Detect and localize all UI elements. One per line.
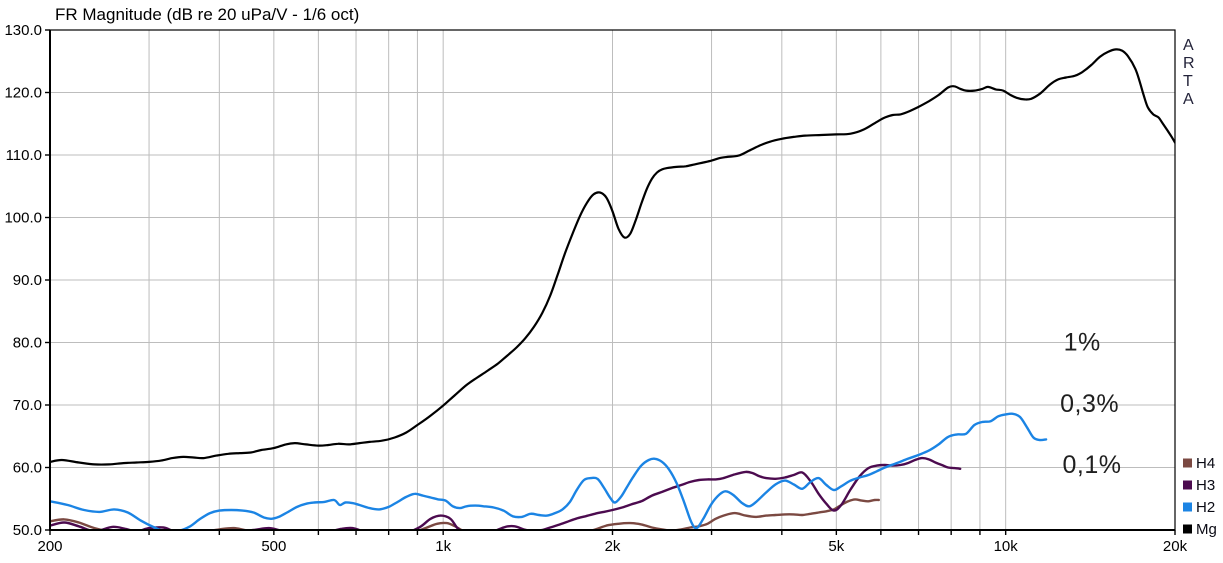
x-axis-label-20k: 20k [1163, 538, 1188, 555]
curves-layer [50, 48, 1175, 531]
axis-ticks [45, 29, 1176, 535]
legend-swatch-Mg [1183, 524, 1192, 534]
legend-swatch-H4 [1183, 458, 1192, 468]
y-axis-label-70: 70.0 [13, 397, 42, 414]
y-axis-label-90: 90.0 [13, 272, 42, 289]
x-axis-label-2k: 2k [605, 538, 621, 555]
y-axis-label-60: 60.0 [13, 460, 42, 477]
legend-label-H3: H3 [1196, 477, 1215, 494]
y-axis-label-130: 130.0 [4, 22, 42, 39]
distortion-annotations: 1% 0,3% 0,1% [1060, 328, 1121, 479]
x-axis-label-500: 500 [261, 538, 286, 555]
watermark-letter-3: A [1183, 91, 1194, 108]
watermark-letter-1: R [1183, 55, 1195, 72]
series-curve-H3 [50, 456, 962, 531]
x-axis-label-10k: 10k [994, 538, 1019, 555]
x-axis-label-5k: 5k [828, 538, 844, 555]
series-curve-H2 [50, 412, 1048, 531]
x-axis-label-1k: 1k [435, 538, 451, 555]
axis-labels: 130.0 120.0 110.0 100.0 90.0 80.0 70.0 60.0 50.0… [4, 22, 1187, 555]
y-axis-label-120: 120.0 [4, 85, 42, 102]
series-curve-Mg [50, 48, 1175, 466]
series-curve-H4 [50, 498, 880, 531]
annotation-1-percent: 1% [1064, 328, 1101, 356]
annotation-03-percent: 0,3% [1060, 390, 1119, 418]
legend-label-Mg: Mg [1196, 521, 1217, 538]
legend-swatch-H3 [1183, 480, 1192, 490]
legend-swatch-H2 [1183, 502, 1192, 512]
chart-title: FR Magnitude (dB re 20 uPa/V - 1/6 oct) [55, 5, 359, 24]
y-axis-label-110: 110.0 [6, 147, 42, 164]
x-axis-label-200: 200 [37, 538, 62, 555]
annotation-01-percent: 0,1% [1063, 451, 1122, 479]
y-axis-label-80: 80.0 [13, 335, 42, 352]
legend: H4 H3 H2 Mg [1183, 455, 1217, 538]
y-axis-label-50: 50.0 [13, 522, 42, 539]
legend-label-H4: H4 [1196, 455, 1215, 472]
watermark-letter-0: A [1183, 37, 1194, 54]
y-axis-label-100: 100.0 [4, 210, 42, 227]
legend-label-H2: H2 [1196, 499, 1215, 516]
grid-layer [50, 30, 1175, 530]
watermark-letter-2: T [1183, 73, 1193, 90]
